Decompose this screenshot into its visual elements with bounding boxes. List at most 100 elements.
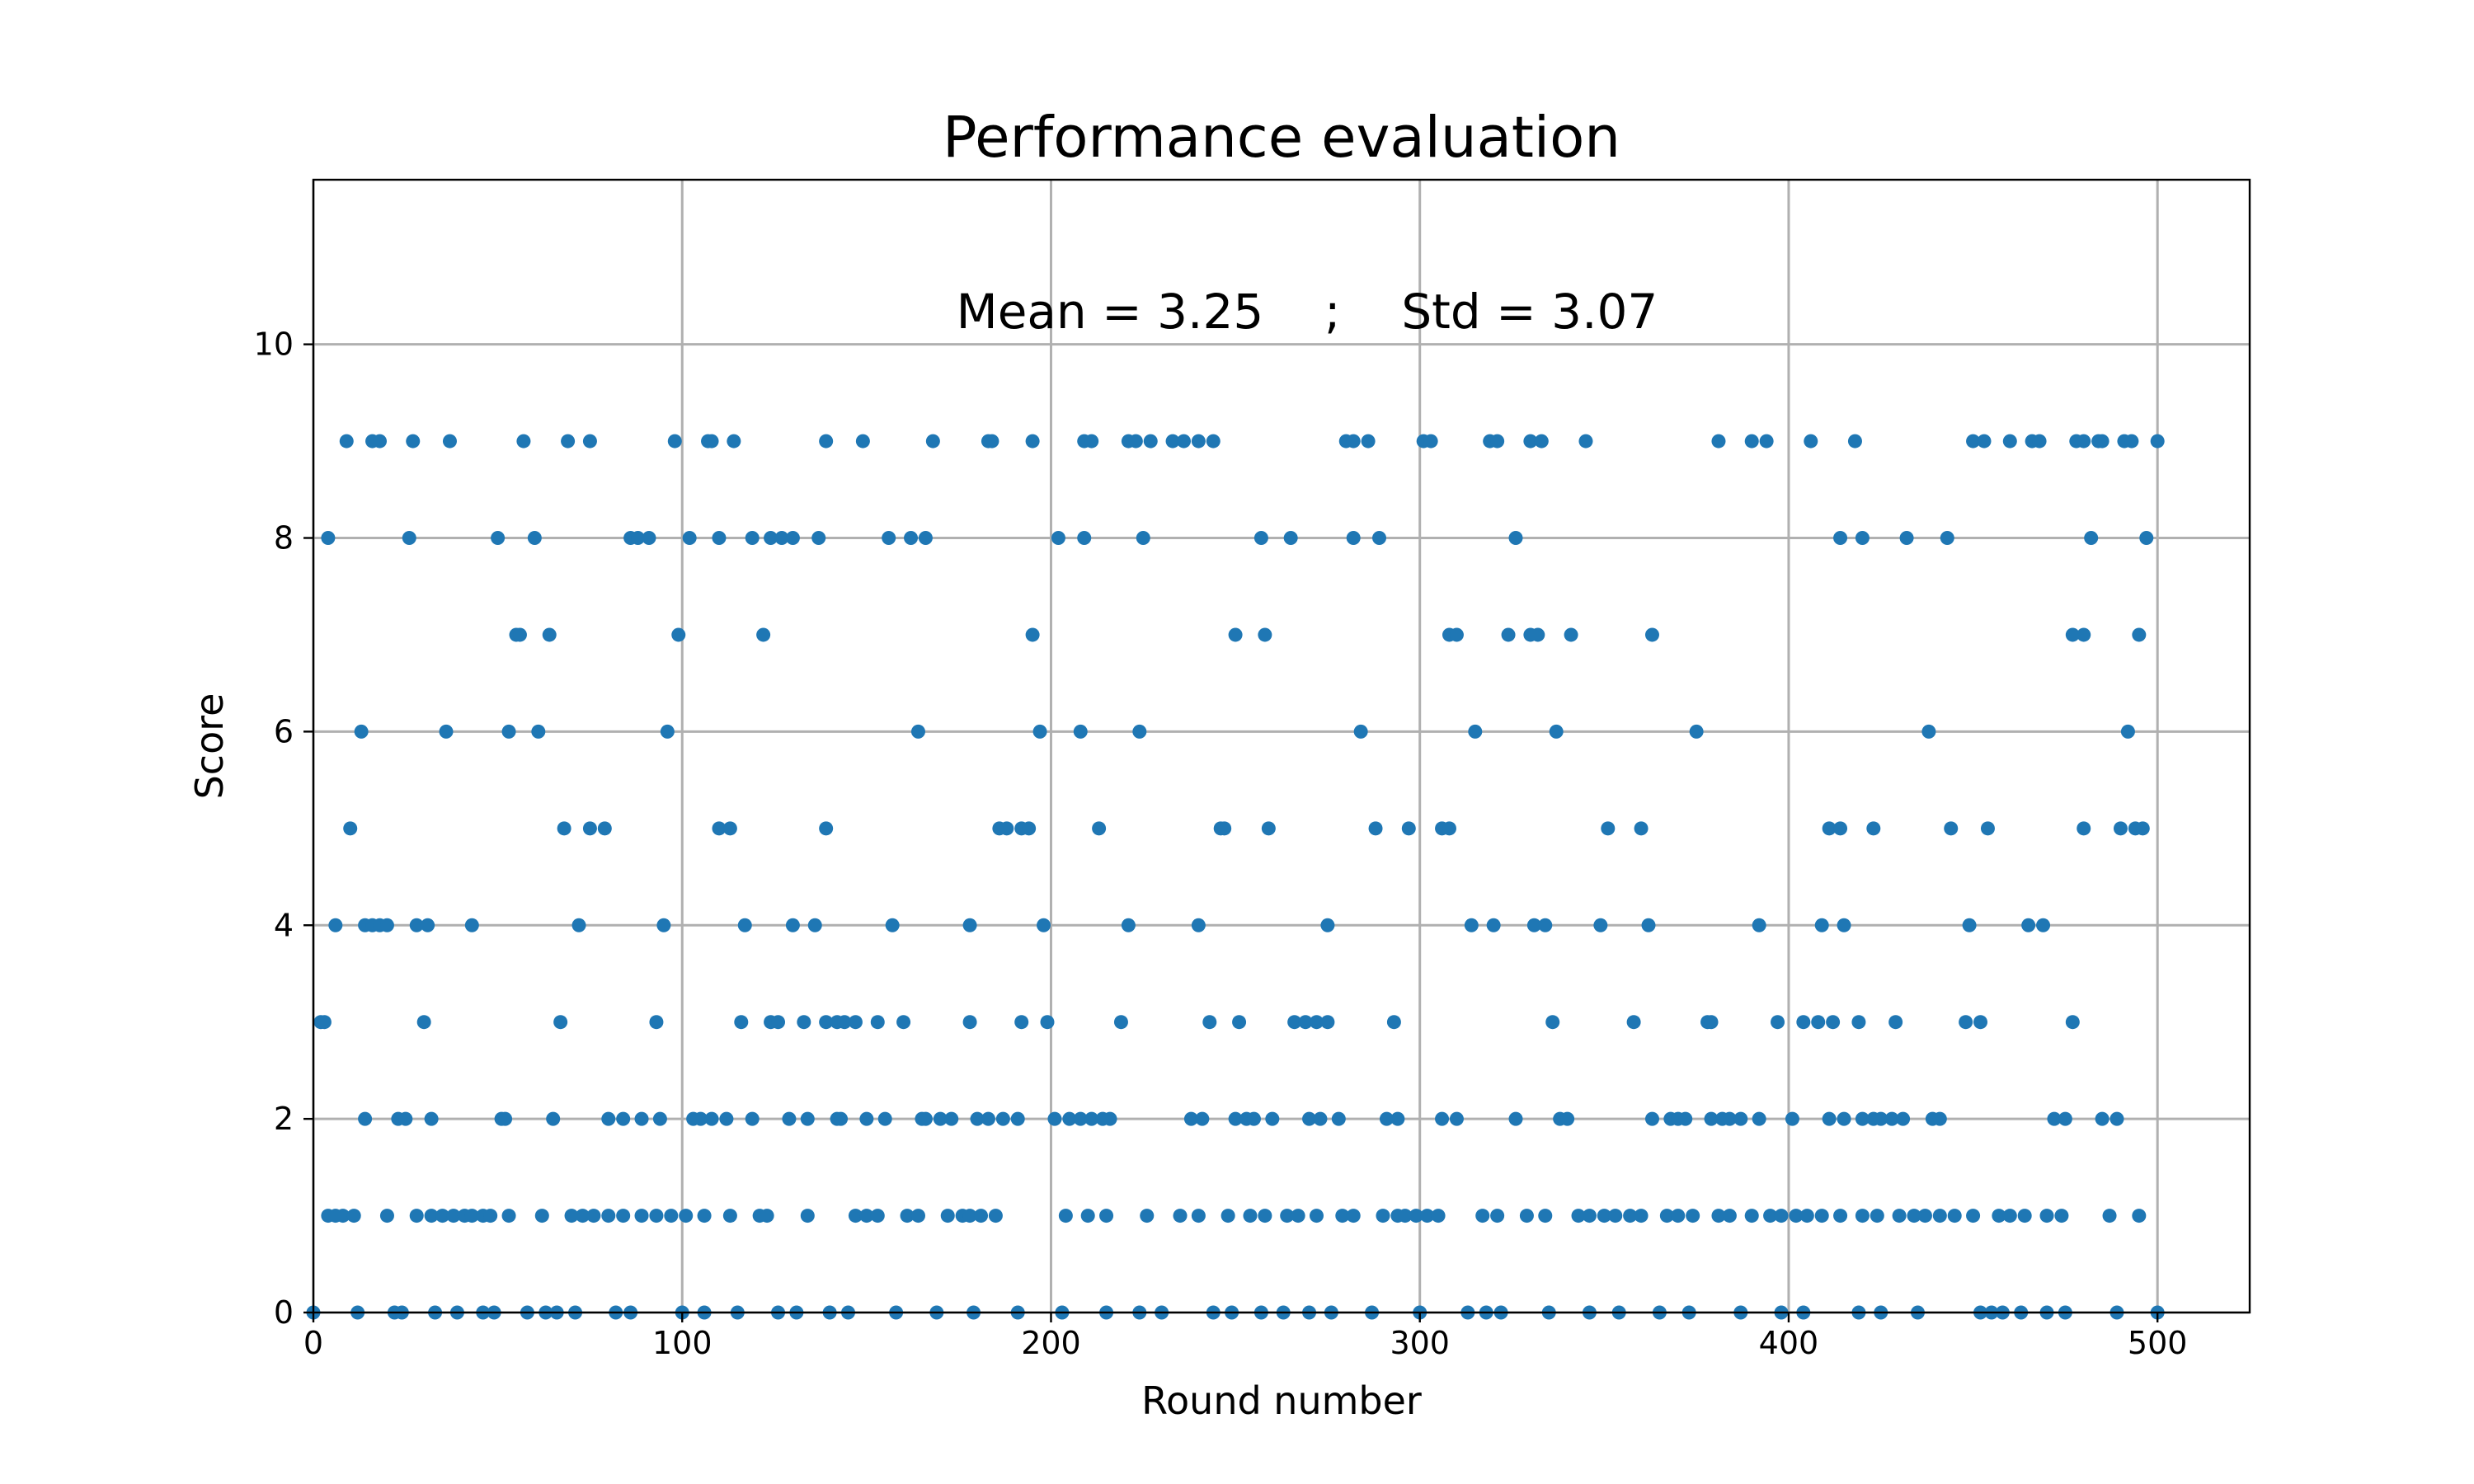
data-point	[1143, 434, 1158, 448]
data-point	[1165, 434, 1180, 448]
data-point	[424, 1209, 439, 1223]
data-point	[1833, 531, 1848, 546]
data-point	[694, 1111, 708, 1126]
data-point	[1822, 821, 1837, 836]
data-point	[819, 1015, 834, 1030]
data-point	[398, 1111, 413, 1126]
data-point	[1320, 1015, 1335, 1030]
data-point	[1704, 1015, 1719, 1030]
data-point	[339, 434, 354, 448]
data-point	[800, 1111, 815, 1126]
data-point	[981, 1111, 995, 1126]
data-point	[1431, 1209, 1446, 1223]
data-point	[785, 918, 800, 932]
data-point	[1855, 1209, 1870, 1223]
data-point	[1335, 1209, 1350, 1223]
data-point	[1678, 1111, 1693, 1126]
x-tick-label: 400	[1759, 1325, 1819, 1361]
data-point	[406, 434, 421, 448]
data-point	[1261, 821, 1276, 836]
data-point	[1814, 1209, 1829, 1223]
data-point	[1206, 434, 1221, 448]
data-point	[656, 918, 671, 932]
data-point	[1073, 1111, 1088, 1126]
data-point	[704, 1111, 719, 1126]
data-point	[970, 1111, 985, 1126]
data-point	[1531, 627, 1545, 642]
y-tick-label: 2	[274, 1101, 294, 1137]
data-point	[734, 1015, 749, 1030]
data-point	[1508, 1111, 1523, 1126]
data-point	[1722, 1209, 1737, 1223]
data-point	[664, 1209, 679, 1223]
data-point	[1508, 531, 1523, 546]
data-point	[1073, 724, 1088, 739]
data-point	[1040, 1015, 1055, 1030]
data-point	[974, 1209, 989, 1223]
data-point	[421, 918, 435, 932]
data-point	[1464, 918, 1479, 932]
data-point	[918, 1111, 933, 1126]
data-point	[1545, 1015, 1560, 1030]
data-point	[1671, 1209, 1686, 1223]
data-point	[446, 1209, 461, 1223]
data-point	[1799, 1209, 1814, 1223]
data-point	[1711, 1209, 1726, 1223]
data-point	[1183, 1111, 1198, 1126]
data-point	[1980, 821, 1995, 836]
data-point	[870, 1209, 885, 1223]
data-point	[811, 531, 826, 546]
data-point	[1722, 1111, 1737, 1126]
data-point	[1128, 434, 1143, 448]
data-point	[1313, 1111, 1328, 1126]
data-point	[1025, 627, 1040, 642]
data-point	[1490, 1209, 1505, 1223]
data-point	[1634, 821, 1649, 836]
data-point	[848, 1015, 863, 1030]
data-point	[424, 1111, 439, 1126]
data-point	[1917, 1209, 1932, 1223]
data-point	[2054, 1209, 2069, 1223]
y-tick-label: 10	[254, 326, 294, 363]
data-point	[722, 821, 737, 836]
data-point	[1907, 1209, 1921, 1223]
y-axis-title: Score	[187, 693, 232, 800]
data-point	[1833, 1209, 1848, 1223]
data-point	[2047, 1111, 2062, 1126]
data-point	[1379, 1111, 1394, 1126]
data-point	[1888, 1015, 1903, 1030]
data-point	[1686, 1209, 1700, 1223]
data-point	[771, 1015, 786, 1030]
data-point	[904, 531, 919, 546]
data-point	[1435, 1111, 1450, 1126]
data-point	[409, 1209, 424, 1223]
data-point	[859, 1111, 874, 1126]
data-point	[631, 531, 646, 546]
data-point	[882, 531, 896, 546]
data-point	[1744, 1209, 1759, 1223]
data-point	[910, 1209, 925, 1223]
data-point	[1217, 821, 1232, 836]
data-point	[2058, 1111, 2072, 1126]
data-point	[516, 434, 531, 448]
data-point	[1966, 1209, 1981, 1223]
data-point	[1837, 1111, 1851, 1126]
data-point	[1814, 918, 1829, 932]
data-point	[2084, 531, 2099, 546]
data-point	[1851, 1015, 1866, 1030]
data-point	[346, 1209, 361, 1223]
data-point	[1121, 918, 1136, 932]
data-point	[1331, 1111, 1346, 1126]
data-point	[1103, 1111, 1117, 1126]
data-point	[1258, 1209, 1272, 1223]
data-point	[616, 1209, 631, 1223]
data-point	[379, 918, 394, 932]
data-point	[2021, 918, 2036, 932]
data-point	[819, 434, 834, 448]
data-point	[546, 1111, 561, 1126]
data-point	[1774, 1209, 1789, 1223]
data-point	[1010, 1111, 1025, 1126]
data-point	[1228, 627, 1243, 642]
x-axis-title: Round number	[1141, 1378, 1422, 1423]
data-point	[679, 1209, 694, 1223]
